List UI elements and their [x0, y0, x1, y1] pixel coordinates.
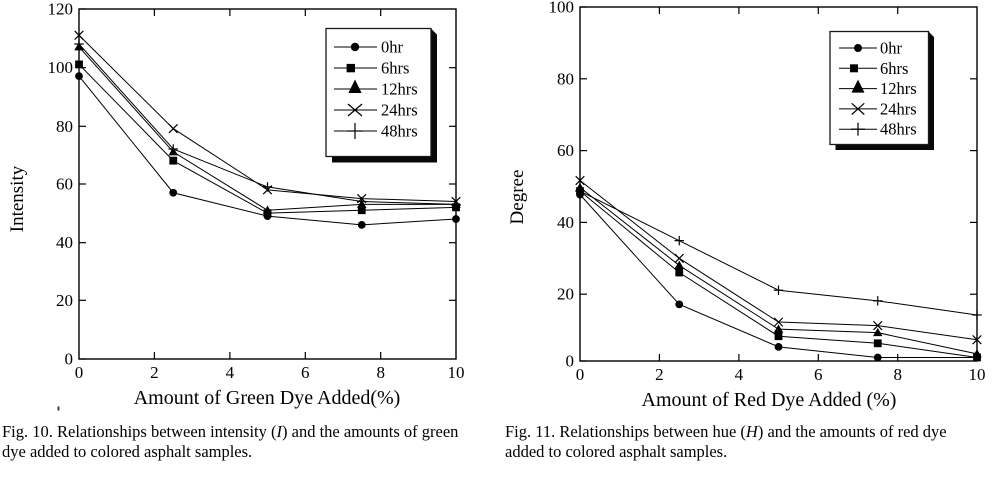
svg-text:100: 100: [549, 0, 575, 17]
svg-text:6: 6: [301, 363, 310, 382]
svg-text:24hrs: 24hrs: [381, 101, 418, 120]
svg-text:20: 20: [557, 285, 574, 304]
svg-text:0: 0: [75, 363, 84, 382]
svg-text:2: 2: [655, 365, 664, 384]
svg-text:0: 0: [65, 350, 74, 369]
svg-text:Degree: Degree: [507, 170, 528, 225]
svg-text:6hrs: 6hrs: [381, 59, 409, 78]
svg-text:100: 100: [48, 58, 74, 77]
svg-text:10: 10: [969, 365, 986, 384]
svg-text:Amount of Red Dye Added (%): Amount of Red Dye Added (%): [642, 389, 897, 411]
svg-text:8: 8: [376, 363, 385, 382]
svg-text:12hrs: 12hrs: [880, 79, 917, 98]
svg-text:Intensity: Intensity: [7, 165, 28, 232]
svg-text:Fig. 10. Relationships between: Fig. 10. Relationships between intensity…: [2, 422, 458, 441]
svg-text:48hrs: 48hrs: [381, 122, 418, 141]
svg-text:80: 80: [56, 117, 73, 136]
svg-text:60: 60: [557, 141, 574, 160]
svg-text:2: 2: [150, 363, 159, 382]
svg-text:0: 0: [576, 365, 585, 384]
svg-text:80: 80: [557, 69, 574, 88]
svg-text:60: 60: [56, 175, 73, 194]
svg-text:40: 40: [557, 213, 574, 232]
svg-text:4: 4: [735, 365, 744, 384]
svg-text:6hrs: 6hrs: [880, 59, 908, 78]
svg-text:20: 20: [56, 291, 73, 310]
svg-text:6: 6: [814, 365, 823, 384]
svg-text:0: 0: [566, 352, 575, 371]
svg-text:Amount of Green Dye Added(%): Amount of Green Dye Added(%): [134, 387, 401, 409]
svg-text:0hr: 0hr: [880, 39, 903, 58]
svg-text:10: 10: [448, 363, 465, 382]
svg-text:4: 4: [226, 363, 235, 382]
svg-text:12hrs: 12hrs: [381, 80, 418, 99]
svg-text:48hrs: 48hrs: [880, 120, 917, 139]
svg-text:added to colored asphalt sampl: added to colored asphalt samples.: [505, 442, 727, 461]
svg-text:120: 120: [48, 0, 74, 19]
svg-text:8: 8: [893, 365, 902, 384]
svg-text:40: 40: [56, 233, 73, 252]
svg-text:0hr: 0hr: [381, 38, 404, 57]
svg-text:Fig. 11. Relationships between: Fig. 11. Relationships between hue (H) a…: [505, 422, 947, 441]
svg-text:24hrs: 24hrs: [880, 99, 917, 118]
svg-text:dye added to colored asphalt s: dye added to colored asphalt samples.: [2, 442, 252, 461]
